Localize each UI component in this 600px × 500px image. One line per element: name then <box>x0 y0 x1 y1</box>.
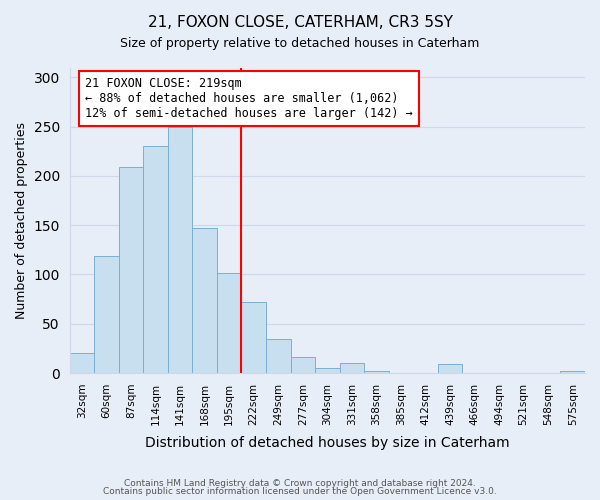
Bar <box>560 371 585 373</box>
Bar <box>290 358 315 373</box>
Bar <box>315 368 340 373</box>
Bar <box>168 126 193 373</box>
Bar <box>340 363 364 373</box>
Bar <box>438 364 462 373</box>
Text: Contains HM Land Registry data © Crown copyright and database right 2024.: Contains HM Land Registry data © Crown c… <box>124 478 476 488</box>
Text: 21, FOXON CLOSE, CATERHAM, CR3 5SY: 21, FOXON CLOSE, CATERHAM, CR3 5SY <box>148 15 452 30</box>
Bar <box>241 302 266 373</box>
Text: Contains public sector information licensed under the Open Government Licence v3: Contains public sector information licen… <box>103 487 497 496</box>
Bar <box>70 354 94 373</box>
Bar <box>217 274 241 373</box>
X-axis label: Distribution of detached houses by size in Caterham: Distribution of detached houses by size … <box>145 436 509 450</box>
Bar <box>193 228 217 373</box>
Text: 21 FOXON CLOSE: 219sqm
← 88% of detached houses are smaller (1,062)
12% of semi-: 21 FOXON CLOSE: 219sqm ← 88% of detached… <box>85 76 413 120</box>
Bar <box>94 256 119 373</box>
Y-axis label: Number of detached properties: Number of detached properties <box>15 122 28 319</box>
Text: Size of property relative to detached houses in Caterham: Size of property relative to detached ho… <box>121 38 479 51</box>
Bar <box>266 338 290 373</box>
Bar <box>143 146 168 373</box>
Bar <box>364 371 389 373</box>
Bar <box>119 167 143 373</box>
